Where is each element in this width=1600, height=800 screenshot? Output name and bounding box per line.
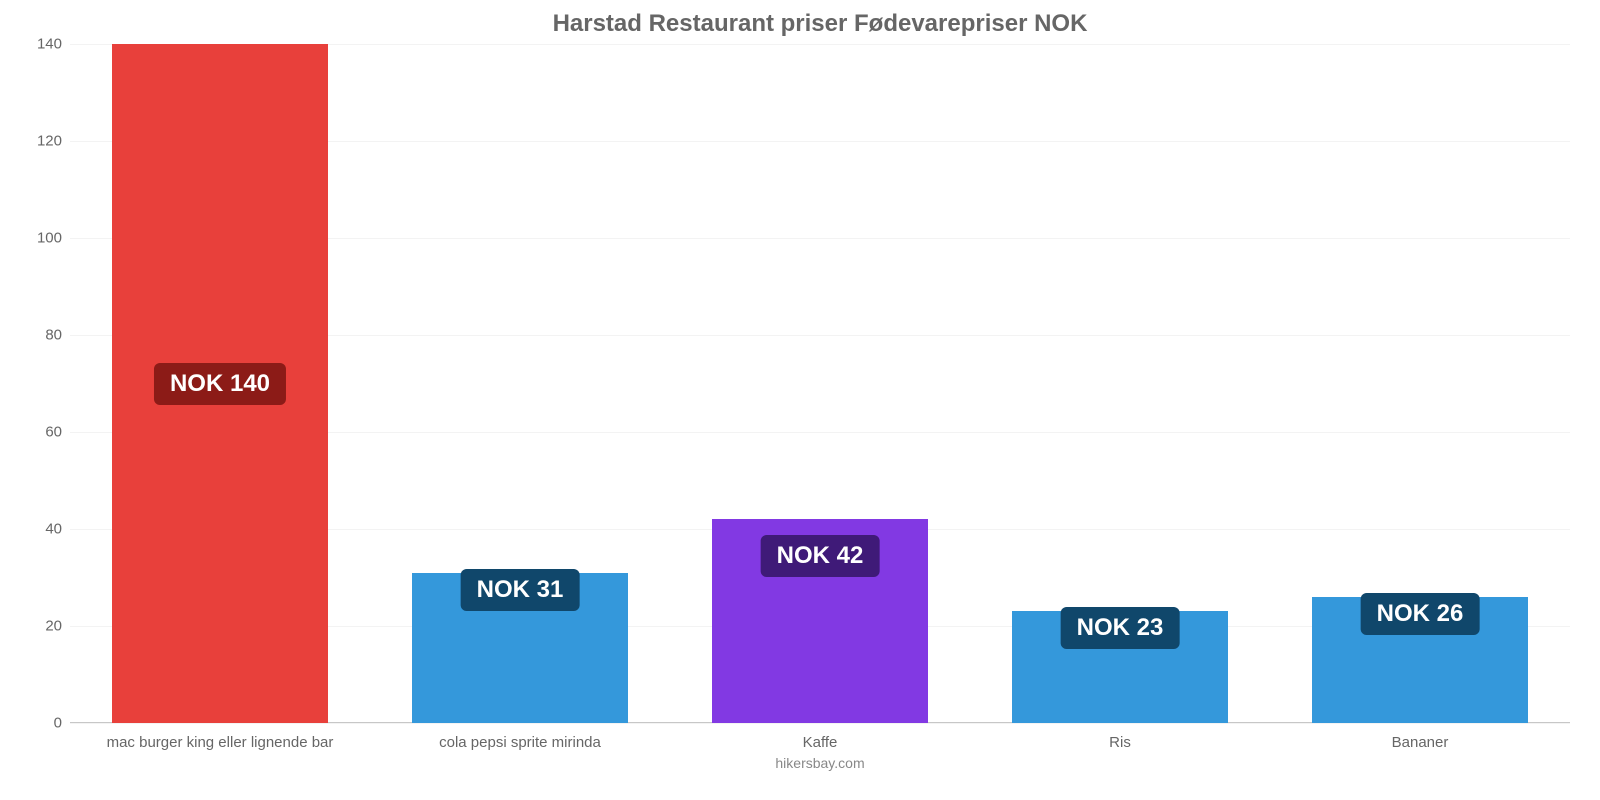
bar: NOK 26 — [1312, 597, 1528, 723]
bar-slot: NOK 42 — [670, 44, 970, 723]
bar-value-label: NOK 140 — [154, 363, 286, 405]
bar-slot: NOK 140 — [70, 44, 370, 723]
x-axis-label: Ris — [970, 734, 1270, 751]
x-axis-label: mac burger king eller lignende bar — [70, 734, 370, 751]
bar: NOK 140 — [112, 44, 328, 723]
y-tick-label: 40 — [20, 521, 62, 538]
bar: NOK 42 — [712, 519, 928, 723]
price-chart: Harstad Restaurant priser Fødevarepriser… — [0, 0, 1600, 800]
bar-value-label: NOK 23 — [1061, 607, 1180, 649]
x-axis-label: cola pepsi sprite mirinda — [370, 734, 670, 751]
x-axis-labels: mac burger king eller lignende barcola p… — [70, 734, 1570, 751]
y-tick-label: 120 — [20, 133, 62, 150]
bar: NOK 23 — [1012, 611, 1228, 723]
bar-value-label: NOK 31 — [461, 569, 580, 611]
y-tick-label: 80 — [20, 327, 62, 344]
y-tick-label: 100 — [20, 230, 62, 247]
bar: NOK 31 — [412, 573, 628, 723]
gridline — [70, 723, 1570, 724]
bar-value-label: NOK 42 — [761, 535, 880, 577]
bar-slot: NOK 31 — [370, 44, 670, 723]
x-axis-label: Kaffe — [670, 734, 970, 751]
x-axis-label: Bananer — [1270, 734, 1570, 751]
bar-slot: NOK 23 — [970, 44, 1270, 723]
plot-area: 020406080100120140NOK 140NOK 31NOK 42NOK… — [70, 44, 1570, 724]
bar-slot: NOK 26 — [1270, 44, 1570, 723]
y-tick-label: 20 — [20, 618, 62, 635]
chart-footer: hikersbay.com — [70, 755, 1570, 771]
bars-container: NOK 140 NOK 31 NOK 42 NOK 23 NOK 26 — [70, 44, 1570, 723]
y-tick-label: 0 — [20, 715, 62, 732]
y-tick-label: 140 — [20, 36, 62, 53]
y-tick-label: 60 — [20, 424, 62, 441]
chart-title: Harstad Restaurant priser Fødevarepriser… — [70, 10, 1570, 38]
bar-value-label: NOK 26 — [1361, 593, 1480, 635]
